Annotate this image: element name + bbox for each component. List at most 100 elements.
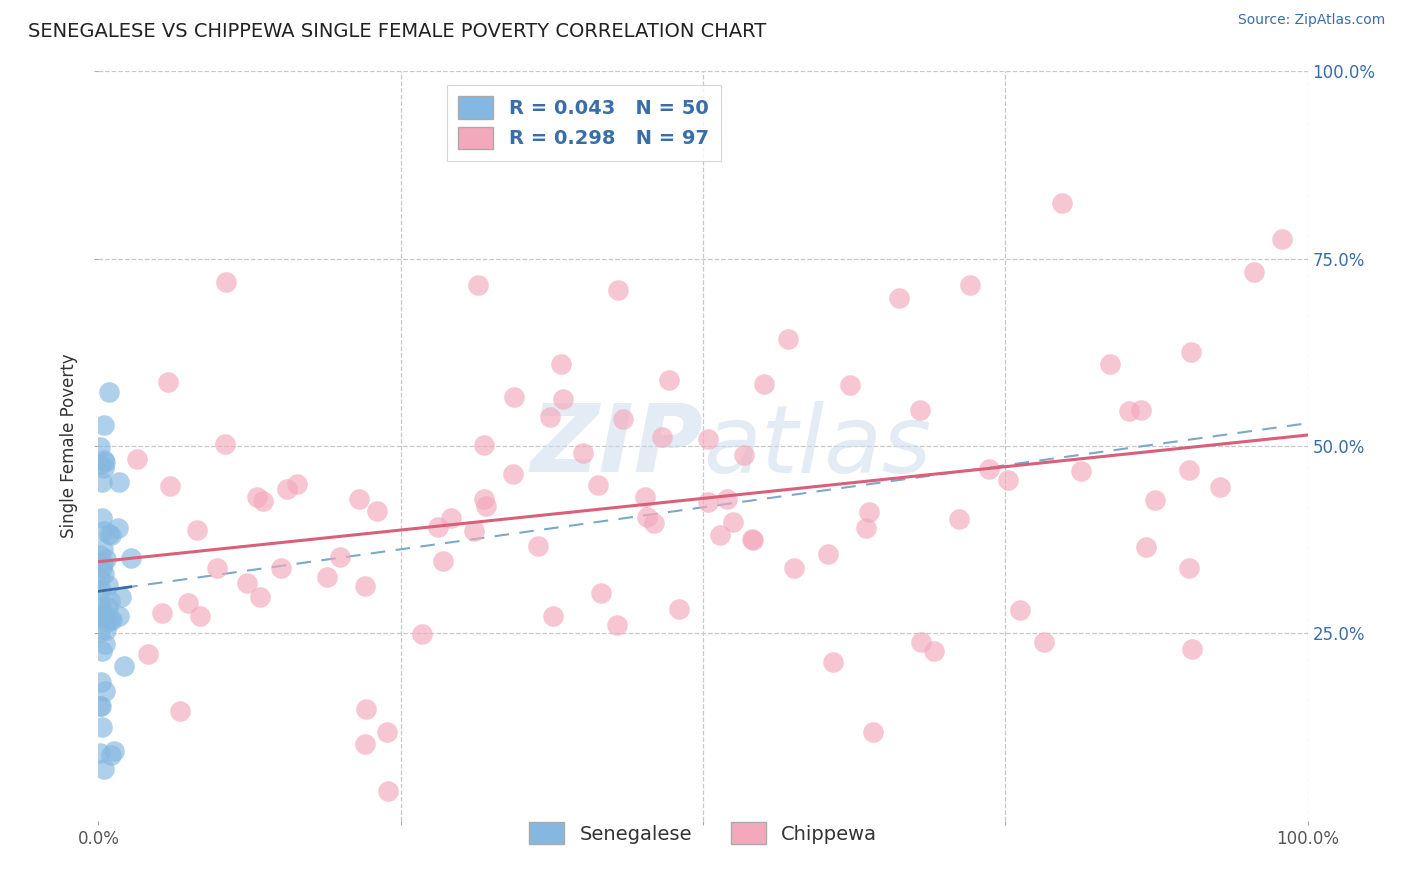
Point <box>89 593 111 607</box>
Point <box>1178 561 1201 575</box>
Point <box>1181 641 1204 656</box>
Point <box>783 561 806 575</box>
Point <box>315 570 337 584</box>
Point <box>90 699 112 714</box>
Point <box>475 500 498 514</box>
Point <box>94 552 117 566</box>
Point <box>100 748 122 763</box>
Point <box>997 473 1019 487</box>
Text: Source: ZipAtlas.com: Source: ZipAtlas.com <box>1237 13 1385 28</box>
Point <box>89 440 111 454</box>
Point <box>97 599 120 614</box>
Point <box>93 455 115 469</box>
Point <box>98 385 121 400</box>
Point <box>1098 358 1121 372</box>
Point <box>214 437 236 451</box>
Point <box>1178 462 1201 476</box>
Point <box>205 561 228 575</box>
Point <box>668 602 690 616</box>
Point <box>550 357 572 371</box>
Point <box>741 532 763 546</box>
Point <box>89 457 111 471</box>
Point <box>93 418 115 433</box>
Point <box>91 720 114 734</box>
Point <box>186 523 208 537</box>
Point <box>90 674 112 689</box>
Point <box>89 746 111 760</box>
Point <box>93 762 115 776</box>
Point <box>463 524 485 538</box>
Point <box>101 614 124 628</box>
Point <box>1033 634 1056 648</box>
Point <box>93 567 115 582</box>
Point <box>1010 603 1032 617</box>
Point <box>1180 345 1202 359</box>
Point <box>377 783 399 797</box>
Point <box>591 586 613 600</box>
Point <box>91 608 114 623</box>
Point <box>721 515 744 529</box>
Point <box>89 698 111 713</box>
Point <box>541 609 564 624</box>
Point <box>188 609 211 624</box>
Point <box>353 737 375 751</box>
Point <box>658 373 681 387</box>
Point <box>89 548 111 562</box>
Point <box>633 491 655 505</box>
Point <box>1209 480 1232 494</box>
Point <box>778 332 800 346</box>
Point <box>89 571 111 585</box>
Point <box>696 432 718 446</box>
Point <box>157 376 180 390</box>
Point <box>98 593 121 607</box>
Legend: Senegalese, Chippewa: Senegalese, Chippewa <box>522 814 884 852</box>
Point <box>977 461 1000 475</box>
Point <box>606 617 628 632</box>
Point <box>366 504 388 518</box>
Point <box>1243 265 1265 279</box>
Point <box>236 575 259 590</box>
Point <box>91 561 114 575</box>
Point <box>474 438 496 452</box>
Y-axis label: Single Female Poverty: Single Female Poverty <box>60 354 79 538</box>
Point <box>742 533 765 547</box>
Point <box>959 277 981 292</box>
Point <box>93 608 115 623</box>
Point <box>375 725 398 739</box>
Point <box>138 647 160 661</box>
Point <box>551 392 574 406</box>
Point <box>1118 404 1140 418</box>
Point <box>586 478 609 492</box>
Point <box>1271 232 1294 246</box>
Point <box>91 556 114 570</box>
Point <box>96 624 118 638</box>
Point <box>910 402 932 417</box>
Point <box>98 612 121 626</box>
Point <box>697 495 720 509</box>
Point <box>472 491 495 506</box>
Point <box>103 744 125 758</box>
Point <box>502 390 524 404</box>
Point <box>90 582 112 597</box>
Point <box>651 430 673 444</box>
Point <box>97 578 120 592</box>
Point <box>910 634 932 648</box>
Point <box>285 477 308 491</box>
Point <box>159 479 181 493</box>
Text: ZIP: ZIP <box>530 400 703 492</box>
Point <box>709 528 731 542</box>
Point <box>1143 493 1166 508</box>
Point <box>817 547 839 561</box>
Point <box>98 527 121 541</box>
Point <box>100 527 122 541</box>
Point <box>606 284 628 298</box>
Point <box>246 490 269 504</box>
Point <box>89 625 111 640</box>
Point <box>90 511 112 525</box>
Point <box>572 446 595 460</box>
Point <box>93 453 115 467</box>
Point <box>354 702 377 716</box>
Point <box>96 615 118 630</box>
Point <box>91 475 114 489</box>
Point <box>110 590 132 604</box>
